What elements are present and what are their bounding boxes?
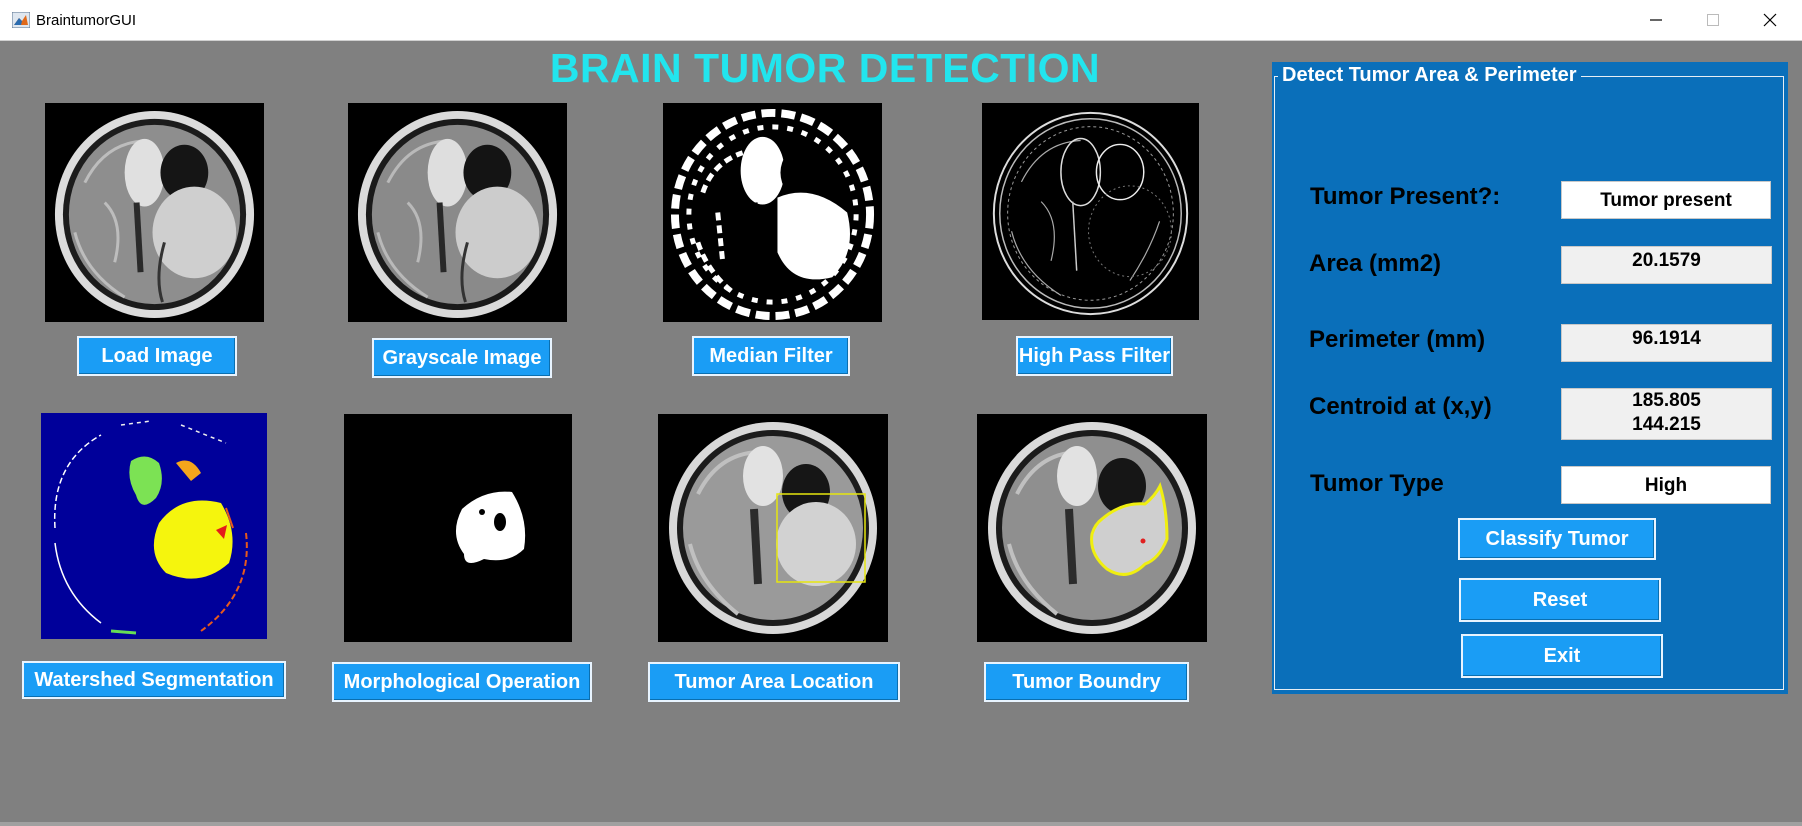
centroid-x-value: 185.805 bbox=[1632, 390, 1701, 411]
centroid-label: Centroid at (x,y) bbox=[1309, 393, 1492, 420]
area-value: 20.1579 bbox=[1561, 246, 1772, 284]
close-window-button[interactable] bbox=[1741, 0, 1799, 40]
matlab-logo-icon bbox=[12, 12, 30, 28]
grayscale-image-button[interactable]: Grayscale Image bbox=[372, 338, 552, 378]
centroid-value: 185.805 144.215 bbox=[1561, 388, 1772, 440]
original-mri-image bbox=[45, 103, 264, 322]
detect-tumor-panel-title: Detect Tumor Area & Perimeter bbox=[1278, 64, 1581, 87]
page-title: BRAIN TUMOR DETECTION bbox=[549, 45, 1101, 91]
high-pass-filter-image bbox=[982, 103, 1199, 320]
reset-button[interactable]: Reset bbox=[1459, 578, 1661, 622]
tumor-boundry-button[interactable]: Tumor Boundry bbox=[984, 662, 1189, 702]
tumor-type-value: High bbox=[1561, 466, 1771, 504]
tumor-type-label: Tumor Type bbox=[1310, 470, 1444, 497]
tumor-present-value: Tumor present bbox=[1561, 181, 1771, 219]
median-filter-image bbox=[663, 103, 882, 322]
exit-button[interactable]: Exit bbox=[1461, 634, 1663, 678]
area-label: Area (mm2) bbox=[1309, 250, 1442, 277]
window-titlebar: BraintumorGUI bbox=[0, 0, 1802, 41]
tumor-boundry-image bbox=[977, 414, 1207, 642]
perimeter-label: Perimeter (mm) bbox=[1309, 326, 1486, 353]
window-title: BraintumorGUI bbox=[36, 12, 137, 29]
grayscale-mri-image bbox=[348, 103, 567, 322]
tumor-area-location-button[interactable]: Tumor Area Location bbox=[648, 662, 900, 702]
median-filter-button[interactable]: Median Filter bbox=[692, 336, 850, 376]
watershed-segmentation-image bbox=[41, 413, 267, 639]
maximize-icon bbox=[1707, 14, 1719, 26]
morphological-operation-button[interactable]: Morphological Operation bbox=[332, 662, 592, 702]
high-pass-filter-button[interactable]: High Pass Filter bbox=[1016, 336, 1173, 376]
perimeter-value: 96.1914 bbox=[1561, 324, 1772, 362]
watershed-segmentation-button[interactable]: Watershed Segmentation bbox=[22, 661, 286, 699]
minimize-icon bbox=[1650, 19, 1662, 21]
tumor-present-label: Tumor Present?: bbox=[1310, 183, 1501, 210]
centroid-y-value: 144.215 bbox=[1632, 414, 1701, 435]
load-image-button[interactable]: Load Image bbox=[77, 336, 237, 376]
window-bottom-edge bbox=[0, 822, 1802, 826]
minimize-button[interactable] bbox=[1627, 0, 1685, 40]
classify-tumor-button[interactable]: Classify Tumor bbox=[1458, 518, 1656, 560]
tumor-area-location-image bbox=[658, 414, 888, 642]
morphological-operation-image bbox=[344, 414, 572, 642]
maximize-button[interactable] bbox=[1684, 0, 1742, 40]
close-icon bbox=[1763, 13, 1777, 27]
